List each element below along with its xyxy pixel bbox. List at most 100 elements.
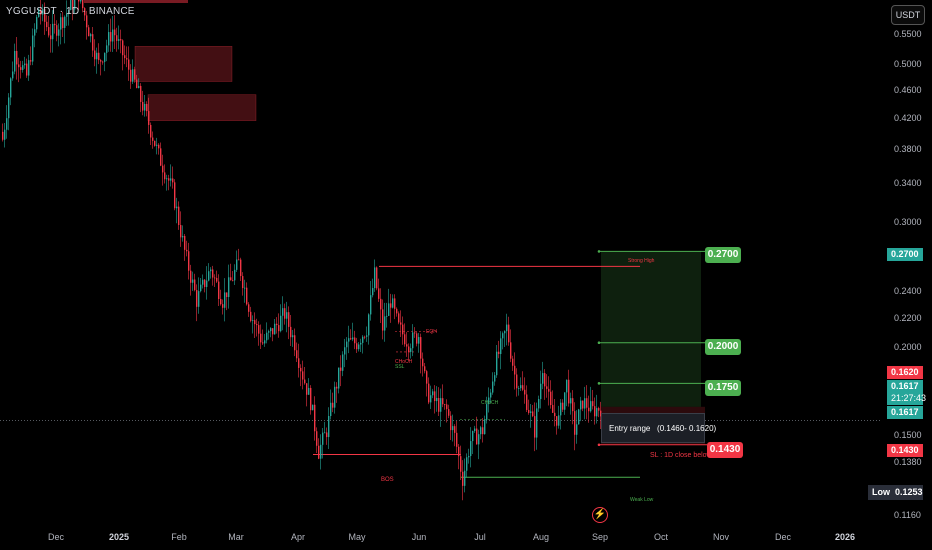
lightning-icon[interactable]: ⚡	[592, 507, 608, 523]
x-tick: Dec	[774, 532, 792, 542]
candle-body	[550, 391, 552, 406]
candle-body	[570, 398, 572, 404]
eqh-label: EQH	[426, 329, 437, 335]
candle-body	[364, 336, 366, 338]
candle-body	[540, 383, 542, 400]
price-chart[interactable]	[0, 0, 882, 550]
candle-body	[546, 386, 548, 389]
candle-body	[40, 9, 42, 15]
candle-body	[504, 331, 506, 334]
candle-body	[428, 383, 430, 403]
candle-body	[340, 367, 342, 371]
candle-body	[118, 39, 120, 41]
candle-body	[168, 178, 170, 181]
candle-body	[36, 17, 38, 30]
candle-body	[192, 279, 194, 283]
bos-label: BOS	[381, 477, 394, 483]
candle-body	[424, 366, 426, 372]
candle-body	[202, 279, 204, 285]
candle-body	[230, 277, 232, 281]
y-tick: 0.3800	[894, 144, 922, 154]
candle-body	[254, 320, 256, 325]
candle-body	[104, 52, 106, 62]
candle-body	[80, 0, 82, 2]
choch-label-2: CHoCH	[481, 400, 499, 406]
candle-body	[322, 432, 324, 445]
candle-body	[372, 288, 374, 296]
y-tick: 0.3000	[894, 217, 922, 227]
candle-body	[308, 387, 310, 395]
candle-body	[88, 27, 90, 37]
candle-body	[498, 351, 500, 355]
candle-body	[594, 406, 596, 417]
candle-body	[28, 60, 30, 76]
candle-body	[396, 308, 398, 314]
candle-body	[294, 335, 296, 351]
candle-body	[42, 9, 44, 15]
candle-body	[146, 103, 148, 112]
candle-body	[194, 279, 196, 291]
candle-body	[198, 291, 200, 307]
candle-body	[218, 281, 220, 299]
candle-body	[240, 259, 242, 277]
candle-body	[444, 404, 446, 406]
candle-body	[416, 333, 418, 344]
candle-body	[392, 298, 394, 308]
candle-body	[518, 388, 520, 389]
candle-body	[562, 402, 564, 410]
candle-body	[552, 405, 554, 413]
candle-body	[142, 101, 144, 111]
candle-body	[124, 55, 126, 59]
y-tick: 0.4600	[894, 85, 922, 95]
candle-body	[356, 343, 358, 350]
candle-body	[572, 398, 574, 412]
price-axis[interactable]	[882, 0, 932, 550]
y-tick: 0.1380	[894, 457, 922, 467]
candle-body	[502, 333, 504, 339]
candle-body	[236, 259, 238, 270]
candle-body	[180, 225, 182, 238]
candle-body	[14, 50, 16, 72]
candle-body	[420, 337, 422, 359]
candle-body	[232, 280, 234, 282]
x-tick: 2025	[108, 532, 130, 542]
candle-body	[258, 325, 260, 334]
candle-body	[8, 97, 10, 119]
candle-body	[512, 358, 514, 366]
candle-body	[94, 50, 96, 60]
candle-body	[586, 398, 588, 408]
candle-body	[582, 400, 584, 409]
candle-body	[102, 61, 104, 63]
candle-body	[454, 426, 456, 433]
candle-body	[132, 69, 134, 82]
candle-body	[514, 365, 516, 375]
candle-body	[408, 346, 410, 352]
low-label: Low	[872, 487, 890, 497]
target-label-1: 0.2700	[705, 247, 741, 263]
candle-body	[158, 144, 160, 149]
choch-label-1: CHoCH	[395, 359, 413, 365]
candle-body	[288, 312, 290, 327]
candle-body	[248, 304, 250, 312]
candle-body	[260, 333, 262, 343]
candle-body	[494, 375, 496, 382]
candle-body	[542, 373, 544, 384]
candle-body	[112, 29, 114, 42]
y-tick: 0.2000	[894, 342, 922, 352]
currency-button[interactable]: USDT	[891, 5, 925, 25]
supply-zone	[84, 0, 188, 3]
candle-body	[474, 428, 476, 432]
y-tick: 0.1160	[894, 510, 921, 520]
candle-body	[574, 411, 576, 435]
current-price-badge: 0.1617	[887, 406, 923, 419]
y-tick: 0.3400	[894, 178, 922, 188]
candle-body	[448, 409, 450, 416]
candle-body	[370, 295, 372, 315]
candle-body	[278, 325, 280, 332]
candle-body	[306, 383, 308, 395]
candle-body	[64, 16, 66, 28]
candle-body	[440, 398, 442, 412]
candle-body	[188, 251, 190, 271]
candle-body	[314, 404, 316, 432]
